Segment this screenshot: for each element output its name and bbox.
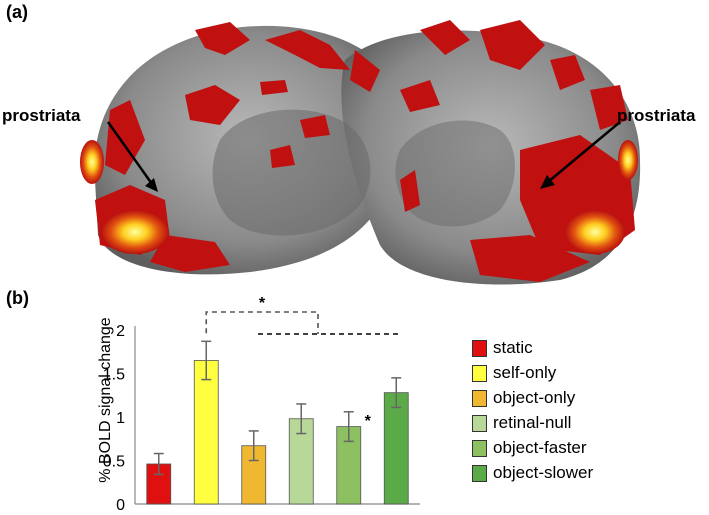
legend-swatch [472,364,487,382]
left-edge-hotspot [80,140,104,184]
legend-label: static [493,338,533,357]
legend-swatch [472,339,487,357]
right-arrowhead [540,175,555,189]
bar-chart: 00.511.52 % BOLD signal change ** [97,295,420,514]
right-edge-hotspot [618,140,638,180]
brain-surface-image: prostriata prostriata [2,20,696,285]
y-tick-label: 1 [116,410,125,427]
legend-item-retinal-null: retinal-null [472,412,702,434]
bar-self-only [193,360,219,505]
bar-object-slower [383,392,409,505]
y-axis-label: % BOLD signal change [97,317,114,483]
chart-legend: static self-only object-only retinal-null ob… [472,337,702,487]
y-tick-labels: 0 0.5 1 1.5 2 [103,323,125,514]
legend-label: object-only [493,388,576,407]
significance-bracket [205,311,319,334]
right-arrow-line [547,121,621,183]
legend-swatch [472,439,487,457]
right-hotspot [565,210,625,254]
legend-label: self-only [493,363,557,382]
significance-star-bracket: * [259,295,266,312]
legend-item-static: static [472,337,702,359]
y-tick-label: 0 [116,497,125,514]
panel-a-label: (a) [6,2,28,22]
left-arrow-line [106,121,154,185]
y-tick-label: 2 [116,323,125,340]
left-hotspot [101,210,169,254]
chart-bars [146,360,409,505]
legend-label: object-faster [493,438,587,457]
legend-swatch [472,389,487,407]
legend-swatch [472,464,487,482]
chart-error-bars [153,340,402,476]
legend-item-object-faster: object-faster [472,437,702,459]
legend-item-self-only: self-only [472,362,702,384]
significance-star-object-faster: * [365,413,372,430]
legend-swatch [472,414,487,432]
right-medial-wall [395,120,515,227]
left-arrowhead [145,178,158,192]
significance-markers: ** [205,295,402,430]
chart-axes [134,326,420,505]
legend-label: retinal-null [493,413,572,432]
left-medial-wall [212,109,371,236]
panel-b-label: (b) [6,288,29,308]
legend-item-object-only: object-only [472,387,702,409]
y-tick-label: 0.5 [103,454,125,471]
prostriata-label-right: prostriata [617,106,696,125]
legend-item-object-slower: object-slower [472,462,702,484]
y-tick-label: 1.5 [103,367,125,384]
prostriata-label-left: prostriata [2,106,81,125]
legend-label: object-slower [493,463,594,482]
